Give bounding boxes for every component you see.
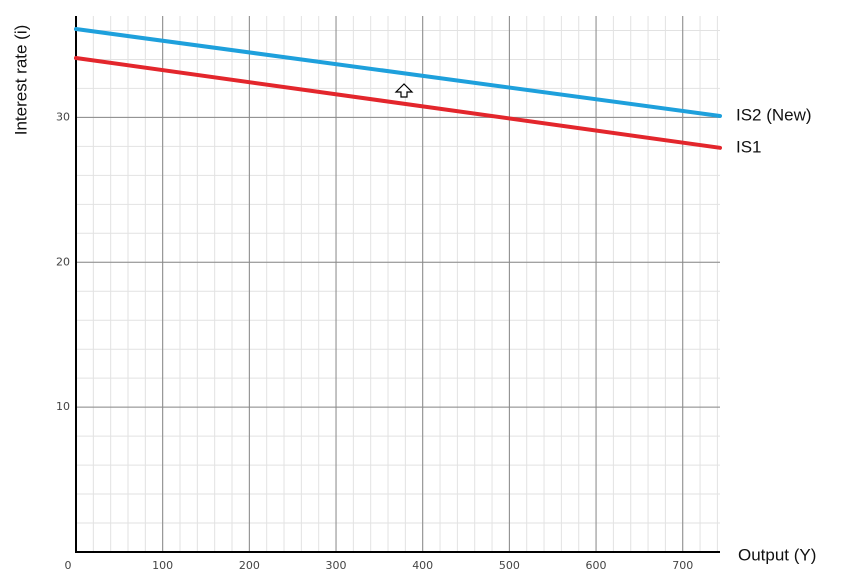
y-tick-label: 20	[56, 255, 70, 268]
x-axis-label: Output (Y)	[738, 545, 816, 564]
series-line	[74, 56, 722, 150]
x-tick-label: 200	[239, 559, 260, 572]
x-tick-label: 700	[672, 559, 693, 572]
y-tick-label: 30	[56, 110, 70, 123]
shift-arrow	[394, 83, 414, 98]
y-axis-label: Interest rate (i)	[11, 25, 30, 136]
x-tick-label: 300	[326, 559, 347, 572]
y-tick-label: 10	[56, 400, 70, 413]
grid	[76, 16, 720, 552]
x-tick-label: 500	[499, 559, 520, 572]
series-line	[74, 27, 722, 118]
x-tick-label: 0	[65, 559, 72, 572]
x-tick-label: 100	[152, 559, 173, 572]
legend-label: IS1	[736, 137, 762, 156]
legend-label: IS2 (New)	[736, 105, 812, 124]
x-tick-label: 400	[412, 559, 433, 572]
x-tick-label: 600	[586, 559, 607, 572]
